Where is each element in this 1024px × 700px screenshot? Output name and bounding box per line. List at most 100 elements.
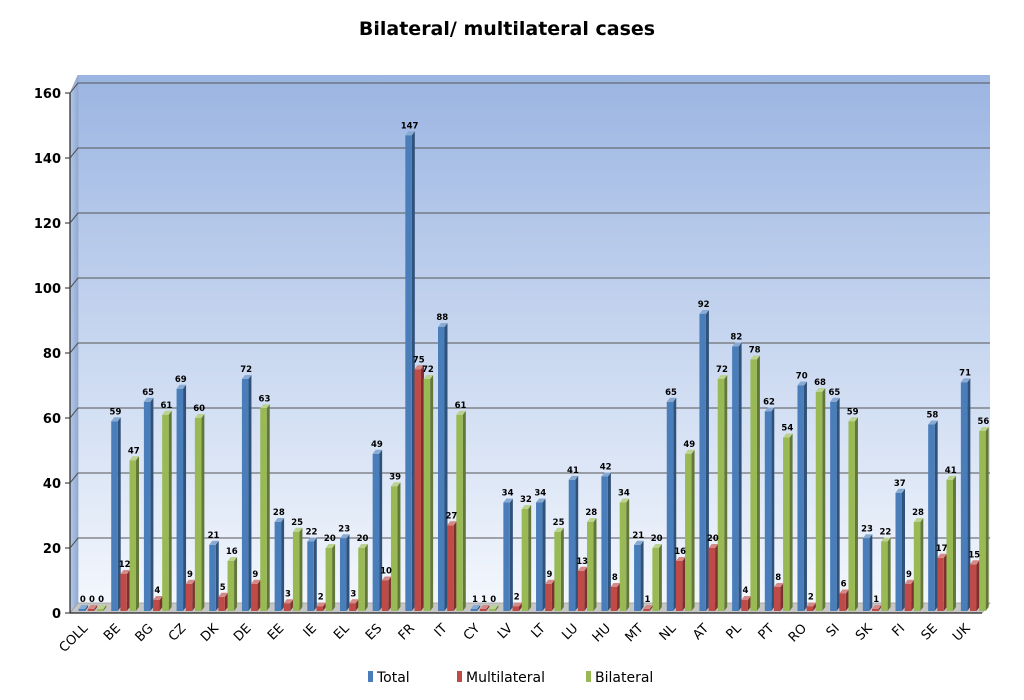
bar-bilateral-lt bbox=[554, 527, 564, 611]
bar-front bbox=[732, 346, 739, 611]
bar-front bbox=[153, 600, 160, 611]
data-label: 65 bbox=[828, 388, 840, 398]
bar-side bbox=[103, 605, 107, 611]
data-label: 21 bbox=[632, 531, 644, 541]
bar-front bbox=[554, 531, 561, 611]
bar-side bbox=[299, 527, 303, 611]
bar-top bbox=[488, 605, 499, 609]
data-label: 61 bbox=[455, 401, 467, 411]
bar-front bbox=[241, 379, 249, 611]
bar-front bbox=[503, 502, 510, 611]
bar-top bbox=[946, 475, 956, 480]
bar-top bbox=[619, 498, 630, 503]
bar-multilateral-lt bbox=[545, 579, 555, 611]
bar-top bbox=[830, 397, 840, 402]
bar-side bbox=[453, 521, 457, 611]
bar-top bbox=[937, 553, 947, 558]
legend-swatch-total bbox=[368, 671, 373, 682]
bar-bilateral-coll bbox=[96, 605, 107, 611]
bar-front bbox=[797, 385, 804, 611]
bar-bilateral-se bbox=[946, 475, 956, 611]
bar-top bbox=[414, 365, 424, 370]
x-tick-label: UK bbox=[950, 621, 974, 645]
bar-side bbox=[509, 498, 513, 611]
data-label: 65 bbox=[665, 388, 677, 398]
bar-top bbox=[283, 599, 294, 604]
data-label: 16 bbox=[674, 547, 686, 557]
data-label: 23 bbox=[861, 524, 873, 534]
bar-front bbox=[209, 544, 216, 611]
bar-top bbox=[405, 131, 415, 136]
bar-multilateral-cz bbox=[185, 579, 196, 611]
bar-side bbox=[183, 384, 187, 611]
bar-total-sk bbox=[862, 534, 873, 611]
bar-bilateral-at bbox=[717, 375, 728, 611]
bar-side bbox=[780, 583, 784, 611]
x-tick-label: LV bbox=[495, 621, 516, 642]
data-label: 10 bbox=[380, 567, 392, 577]
bar-multilateral-it bbox=[447, 521, 457, 611]
data-label: 9 bbox=[187, 570, 193, 580]
bar-front bbox=[251, 583, 258, 611]
bar-side bbox=[332, 544, 336, 611]
data-labels: 0 0 05912476546169960215167296328325222202… bbox=[80, 121, 990, 605]
bar-top bbox=[652, 544, 662, 548]
bar-total-bg bbox=[143, 397, 154, 611]
bar-bilateral-fr bbox=[423, 375, 434, 611]
data-label: 1 bbox=[873, 595, 879, 605]
bar-front bbox=[634, 544, 641, 611]
bar-top bbox=[979, 427, 989, 431]
bar-multilateral-dk bbox=[218, 592, 228, 611]
bar-top bbox=[587, 518, 597, 522]
bar-front bbox=[260, 408, 267, 611]
bar-total-cy bbox=[470, 605, 481, 611]
data-label: 1 bbox=[645, 595, 651, 605]
bar-side bbox=[519, 602, 523, 611]
data-label: 15 bbox=[968, 550, 980, 560]
bar-side bbox=[411, 131, 415, 611]
bar-front bbox=[848, 421, 855, 611]
bar-side bbox=[813, 602, 817, 611]
y-tick-label: 140 bbox=[34, 152, 61, 167]
bar-top bbox=[185, 579, 196, 584]
bar-top bbox=[372, 449, 383, 454]
bar-side bbox=[551, 579, 555, 611]
bar-front bbox=[283, 603, 291, 611]
bar-front bbox=[815, 392, 823, 611]
bar-front bbox=[881, 541, 888, 611]
data-label: 28 bbox=[273, 508, 285, 518]
data-label: 54 bbox=[781, 424, 793, 434]
bar-front bbox=[372, 453, 380, 611]
bar-front bbox=[162, 414, 169, 611]
bar-side bbox=[682, 557, 686, 611]
x-tick-label: NL bbox=[657, 621, 680, 644]
data-label: 20 bbox=[707, 534, 719, 544]
bar-front bbox=[601, 476, 608, 611]
y-tick-label: 160 bbox=[34, 87, 61, 102]
data-label: 28 bbox=[585, 508, 597, 518]
bar-front bbox=[307, 541, 314, 611]
bar-multilateral-lv bbox=[512, 602, 523, 611]
bar-multilateral-es bbox=[381, 576, 392, 611]
bar-side bbox=[379, 449, 383, 611]
y-axis: 0 20 40 60 80 100 120 140 160 bbox=[34, 87, 70, 622]
bar-top bbox=[568, 475, 579, 480]
data-label: 78 bbox=[749, 346, 761, 356]
bar-side bbox=[869, 534, 873, 611]
data-label: 21 bbox=[208, 531, 220, 541]
data-label: 3 bbox=[350, 589, 356, 599]
bar-bilateral-es bbox=[390, 482, 401, 611]
data-label: 68 bbox=[814, 378, 826, 388]
bar-top bbox=[176, 384, 187, 389]
bar-front bbox=[970, 564, 977, 611]
data-label: 0 bbox=[98, 595, 104, 605]
data-label: 71 bbox=[959, 368, 971, 378]
bar-bilateral-mt bbox=[652, 544, 662, 611]
data-label: 42 bbox=[600, 463, 612, 473]
bar-top bbox=[251, 579, 261, 584]
bar-front bbox=[619, 502, 627, 611]
bar-bilateral-nl bbox=[685, 449, 695, 611]
y-tick-label: 60 bbox=[43, 412, 61, 427]
bar-multilateral-ie bbox=[316, 602, 326, 611]
